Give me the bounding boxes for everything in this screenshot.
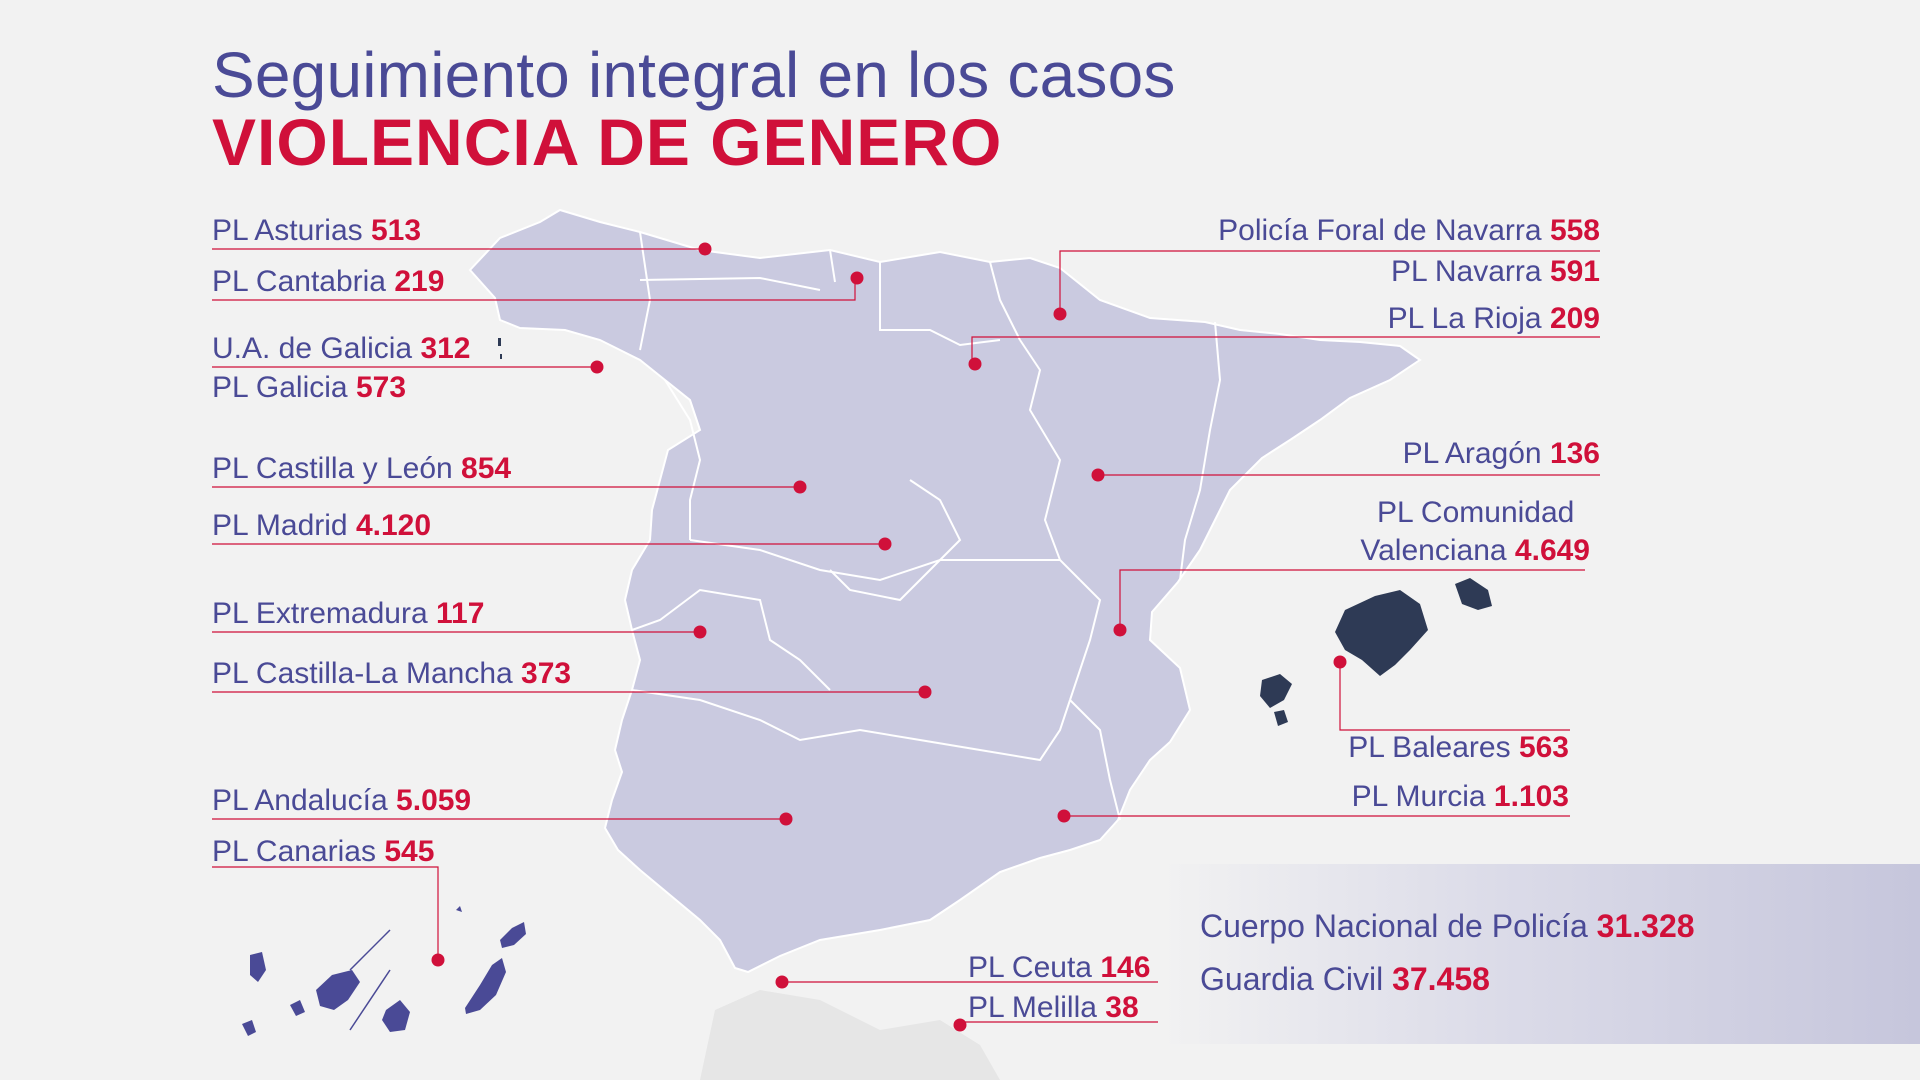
label-ua-galicia: U.A. de Galicia 312 (212, 332, 471, 365)
point-andalucia (779, 812, 793, 826)
region-points (431, 242, 1347, 1032)
point-cantabria (850, 271, 864, 285)
label-asturias: PL Asturias 513 (212, 214, 422, 247)
galicia-islets (498, 338, 502, 359)
label-cantabria: PL Cantabria 219 (212, 265, 445, 298)
point-la-rioja (968, 357, 982, 371)
point-asturias (698, 242, 712, 256)
label-castilla-leon: PL Castilla y León 854 (212, 452, 512, 485)
peninsula-shape (468, 208, 1422, 974)
canarias-islands (242, 906, 526, 1036)
point-galicia (590, 360, 604, 374)
point-aragon (1091, 468, 1105, 482)
leader-lines (212, 248, 1600, 1023)
label-baleares: PL Baleares 563 (1348, 731, 1569, 764)
label-canarias: PL Canarias 545 (212, 835, 435, 868)
point-castilla-la-mancha (918, 685, 932, 699)
label-comunidad-valenciana: Valenciana 4.649 (1360, 534, 1590, 567)
point-murcia (1057, 809, 1071, 823)
label-comunidad-line1: PL Comunidad (1377, 496, 1575, 529)
label-andalucia: PL Andalucía 5.059 (212, 784, 472, 817)
label-la-rioja: PL La Rioja 209 (1387, 302, 1600, 335)
label-ceuta: PL Ceuta 146 (968, 951, 1151, 984)
label-policia-foral-navarra: Policía Foral de Navarra 558 (1218, 214, 1600, 247)
canarias-divider (349, 929, 391, 971)
point-valenciana (1113, 623, 1127, 637)
total-guardia-civil: Guardia Civil 37.458 (1200, 961, 1490, 997)
point-ceuta (775, 975, 789, 989)
point-castilla-leon (793, 480, 807, 494)
canarias-divider-2 (349, 969, 391, 1031)
region-borders (631, 231, 1222, 821)
africa-coast (700, 990, 1000, 1080)
label-extremadura: PL Extremadura 117 (212, 597, 485, 630)
label-murcia: PL Murcia 1.103 (1351, 780, 1569, 813)
title-line-1: Seguimiento integral en los casos (212, 39, 1176, 111)
point-navarra (1053, 307, 1067, 321)
label-aragon: PL Aragón 136 (1402, 437, 1600, 470)
title-line-2: VIOLENCIA DE GENERO (212, 105, 1003, 179)
point-extremadura (693, 625, 707, 639)
point-melilla (953, 1018, 967, 1032)
point-baleares (1333, 655, 1347, 669)
label-melilla: PL Melilla 38 (968, 991, 1139, 1024)
label-galicia: PL Galicia 573 (212, 371, 407, 404)
point-madrid (878, 537, 892, 551)
label-madrid: PL Madrid 4.120 (212, 509, 432, 542)
totals-panel (1160, 864, 1920, 1044)
baleares-islands (1260, 578, 1492, 726)
total-cnp: Cuerpo Nacional de Policía 31.328 (1200, 908, 1695, 944)
label-castilla-la-mancha: PL Castilla-La Mancha 373 (212, 657, 572, 690)
label-navarra: PL Navarra 591 (1390, 255, 1600, 288)
point-canarias (431, 953, 445, 967)
